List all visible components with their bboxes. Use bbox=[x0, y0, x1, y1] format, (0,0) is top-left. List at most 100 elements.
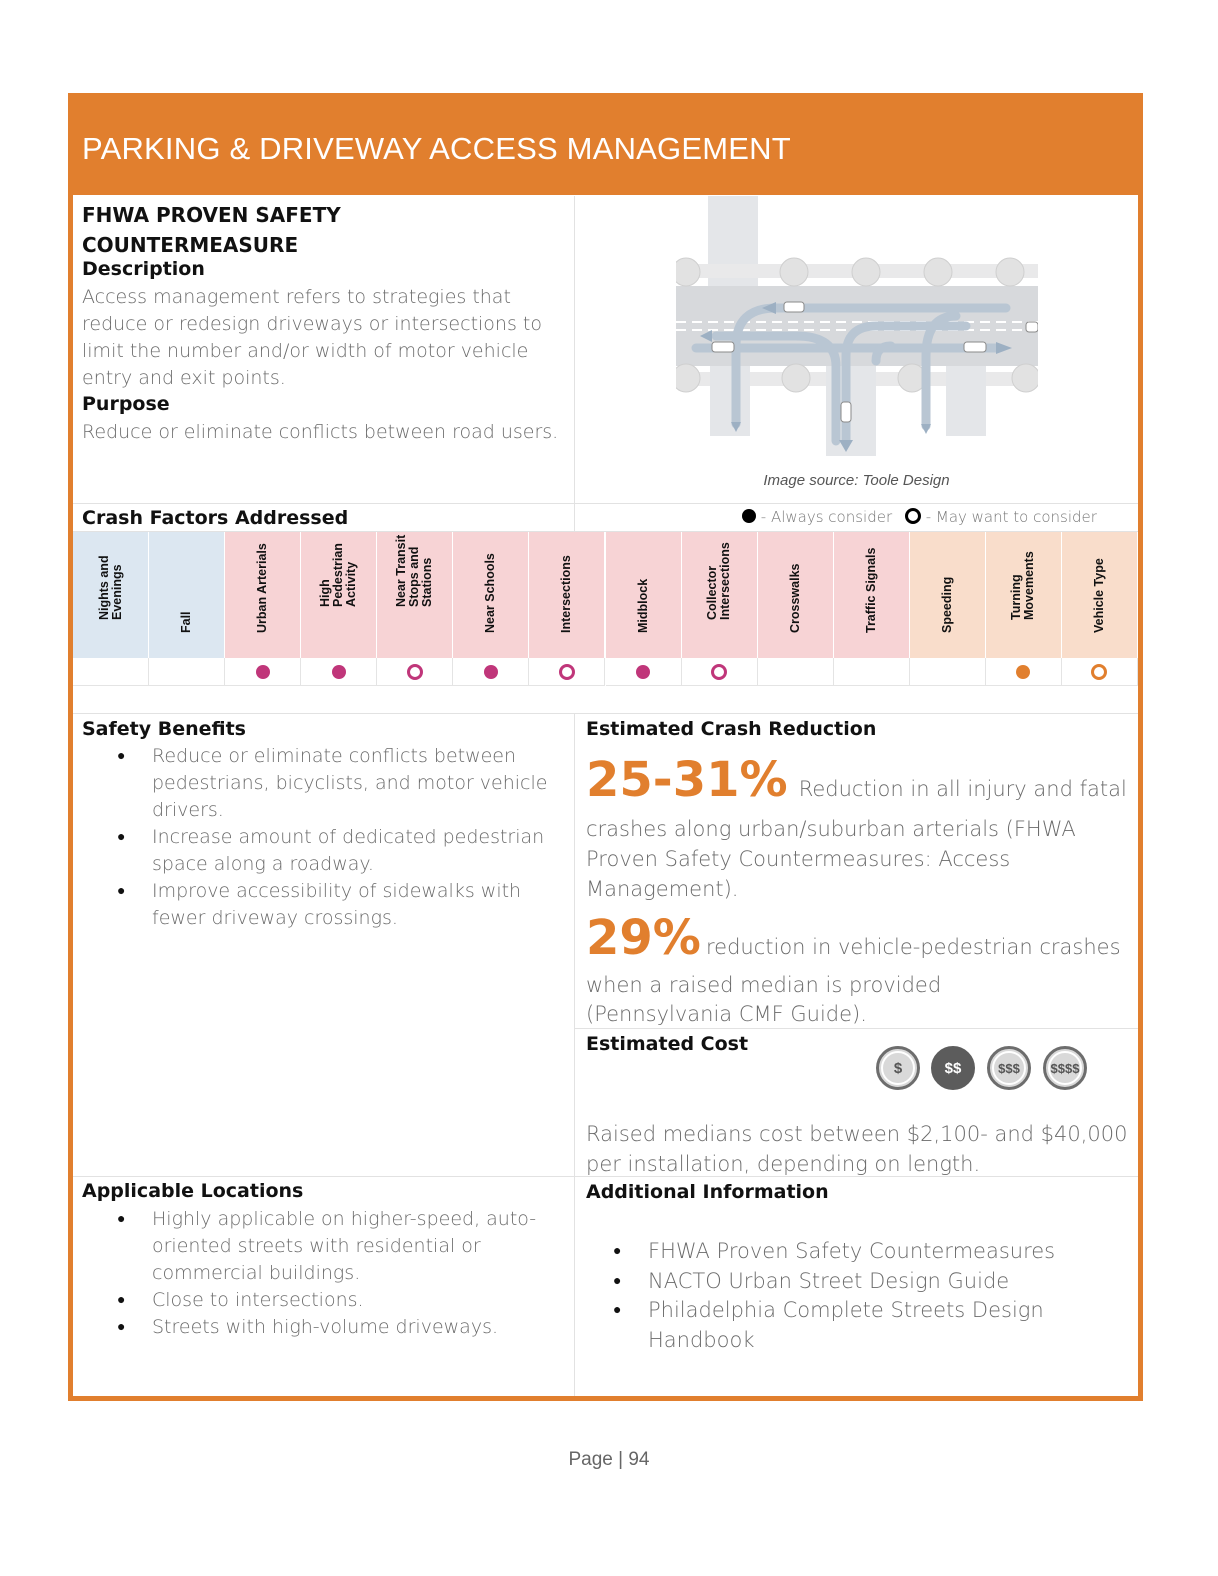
purpose-heading: Purpose bbox=[82, 393, 170, 415]
page-title: PARKING & DRIVEWAY ACCESS MANAGEMENT bbox=[82, 131, 791, 166]
crash-factor-label: High Pedestrian Activity bbox=[318, 543, 359, 607]
crash-factor-label: Crosswalks bbox=[787, 563, 802, 633]
stat-2-value: 29% bbox=[586, 910, 701, 966]
list-item: Streets with high-volume driveways. bbox=[82, 1314, 562, 1341]
divider bbox=[574, 713, 575, 1396]
access-management-illustration bbox=[671, 196, 1041, 464]
stat-1: 25-31% Reduction in all injury and fatal bbox=[586, 752, 1131, 808]
crash-factor-mark-cell bbox=[833, 658, 910, 686]
title-banner: PARKING & DRIVEWAY ACCESS MANAGEMENT bbox=[68, 93, 1143, 195]
applicable-locations-heading: Applicable Locations bbox=[82, 1180, 304, 1202]
crash-factor-label: Collector Intersections bbox=[705, 542, 733, 620]
crash-factor-header: Intersections bbox=[529, 532, 606, 658]
crash-factor-mark-cell bbox=[377, 658, 454, 686]
crash-factors-table: Nights and Evenings Fall Urban Arterials Hi… bbox=[73, 532, 1138, 687]
crash-factor-mark-cell bbox=[909, 658, 986, 686]
crash-factor-mark-cell bbox=[985, 658, 1062, 686]
list-item: Highly applicable on higher-speed, auto-… bbox=[82, 1206, 562, 1287]
always-consider-dot-icon bbox=[483, 665, 498, 679]
crash-factor-mark-cell bbox=[681, 658, 758, 686]
crash-factor-mark-cell bbox=[605, 658, 682, 686]
list-item: FHWA Proven Safety Countermeasures bbox=[578, 1237, 1098, 1267]
may-consider-ring-icon bbox=[558, 664, 575, 680]
may-consider-ring-icon bbox=[1091, 664, 1108, 680]
crash-factor-header: Urban Arterials bbox=[225, 532, 302, 658]
list-item: Increase amount of dedicated pedestrian … bbox=[82, 824, 562, 878]
divider bbox=[73, 1176, 1138, 1177]
cost-level-2-icon: $$ bbox=[931, 1046, 975, 1090]
crash-factor-mark-cell bbox=[301, 658, 378, 686]
cost-level-label: $$$ bbox=[992, 1051, 1026, 1085]
crash-factor-mark-cell bbox=[73, 658, 150, 686]
crash-reduction-heading: Estimated Crash Reduction bbox=[586, 718, 877, 740]
divider bbox=[73, 713, 1138, 714]
stat-2-text: when a raised median is provided (Pennsy… bbox=[586, 973, 942, 1026]
image-caption: Image source: Toole Design bbox=[763, 472, 950, 489]
cost-level-label: $ bbox=[881, 1051, 915, 1085]
crash-factor-header: Fall bbox=[149, 532, 226, 658]
cost-level-label: $$ bbox=[936, 1051, 970, 1085]
estimated-cost-heading: Estimated Cost bbox=[586, 1033, 749, 1055]
cost-level-3-icon: $$$ bbox=[987, 1046, 1031, 1090]
crash-factor-label: Intersections bbox=[559, 555, 574, 633]
content-frame bbox=[68, 93, 1143, 1401]
description-heading: Description bbox=[82, 258, 205, 280]
legend-always-label: - Always consider bbox=[756, 508, 893, 526]
description-text: Access management refers to strategies t… bbox=[82, 286, 542, 389]
crash-factor-header: Traffic Signals bbox=[833, 532, 910, 658]
always-consider-dot-icon bbox=[742, 509, 756, 523]
crash-factor-label: Near Transit Stops and Stations bbox=[394, 534, 435, 607]
crash-factor-header: Vehicle Type bbox=[1061, 532, 1138, 658]
may-consider-ring-icon bbox=[406, 664, 423, 680]
stat-1-inline-text: Reduction in all injury and fatal bbox=[798, 777, 1127, 801]
always-consider-dot-icon bbox=[331, 665, 346, 679]
list-item: Improve accessibility of sidewalks with … bbox=[82, 878, 562, 932]
cost-level-label: $$$$ bbox=[1048, 1051, 1082, 1085]
cost-text: Raised medians cost between $2,100- and … bbox=[586, 1122, 1128, 1176]
cost-level-4-icon: $$$$ bbox=[1043, 1046, 1087, 1090]
crash-factor-header: Near Schools bbox=[453, 532, 530, 658]
crash-factor-header: Collector Intersections bbox=[681, 532, 758, 658]
crash-factor-header: High Pedestrian Activity bbox=[301, 532, 378, 658]
legend-may-label: - May want to consider bbox=[920, 508, 1097, 526]
list-item: Reduce or eliminate conflicts between pe… bbox=[82, 743, 562, 824]
crash-factor-label: Traffic Signals bbox=[863, 547, 878, 633]
crash-factor-label: Fall bbox=[179, 611, 194, 633]
always-consider-dot-icon bbox=[255, 665, 270, 679]
list-item: Close to intersections. bbox=[82, 1287, 562, 1314]
crash-factor-label: Nights and Evenings bbox=[96, 555, 124, 620]
page-number: Page | 94 bbox=[568, 1449, 650, 1470]
list-item: NACTO Urban Street Design Guide bbox=[578, 1267, 1098, 1297]
crash-factor-label: Turning Movements bbox=[1009, 551, 1037, 620]
safety-benefits-list: Reduce or eliminate conflicts between pe… bbox=[82, 743, 562, 932]
crash-factor-header: Near Transit Stops and Stations bbox=[377, 532, 454, 658]
crash-factor-label: Midblock bbox=[635, 578, 650, 633]
stat-1-text: crashes along urban/suburban arterials (… bbox=[586, 817, 1076, 901]
crash-factor-label: Vehicle Type bbox=[1091, 558, 1106, 633]
crash-factor-mark-cell bbox=[225, 658, 302, 686]
crash-factor-mark-cell bbox=[757, 658, 834, 686]
divider bbox=[574, 196, 575, 531]
crash-factors-heading: Crash Factors Addressed bbox=[82, 507, 349, 529]
crash-factor-label: Urban Arterials bbox=[255, 543, 270, 633]
crash-factor-label: Near Schools bbox=[483, 553, 498, 633]
crash-factor-header: Turning Movements bbox=[985, 532, 1062, 658]
may-consider-ring-icon bbox=[711, 664, 728, 680]
additional-info-list: FHWA Proven Safety Countermeasures NACTO… bbox=[578, 1237, 1098, 1355]
divider bbox=[73, 503, 1138, 504]
legend: - Always consider - May want to consider bbox=[742, 508, 1097, 526]
crash-factor-mark-cell bbox=[1061, 658, 1138, 686]
crash-factor-header: Nights and Evenings bbox=[73, 532, 150, 658]
crash-factor-mark-cell bbox=[453, 658, 530, 686]
stat-2: 29% reduction in vehicle-pedestrian cras… bbox=[586, 910, 1131, 966]
additional-info-heading: Additional Information bbox=[586, 1181, 829, 1203]
purpose-text: Reduce or eliminate conflicts between ro… bbox=[82, 421, 559, 443]
divider bbox=[575, 1028, 1138, 1029]
stat-2-inline-text: reduction in vehicle-pedestrian crashes bbox=[705, 935, 1121, 959]
always-consider-dot-icon bbox=[636, 665, 651, 679]
safety-benefits-heading: Safety Benefits bbox=[82, 718, 246, 740]
may-consider-ring-icon bbox=[904, 508, 921, 524]
crash-factor-mark-cell bbox=[149, 658, 226, 686]
crash-factor-header: Midblock bbox=[605, 532, 682, 658]
crash-factor-header: Crosswalks bbox=[757, 532, 834, 658]
